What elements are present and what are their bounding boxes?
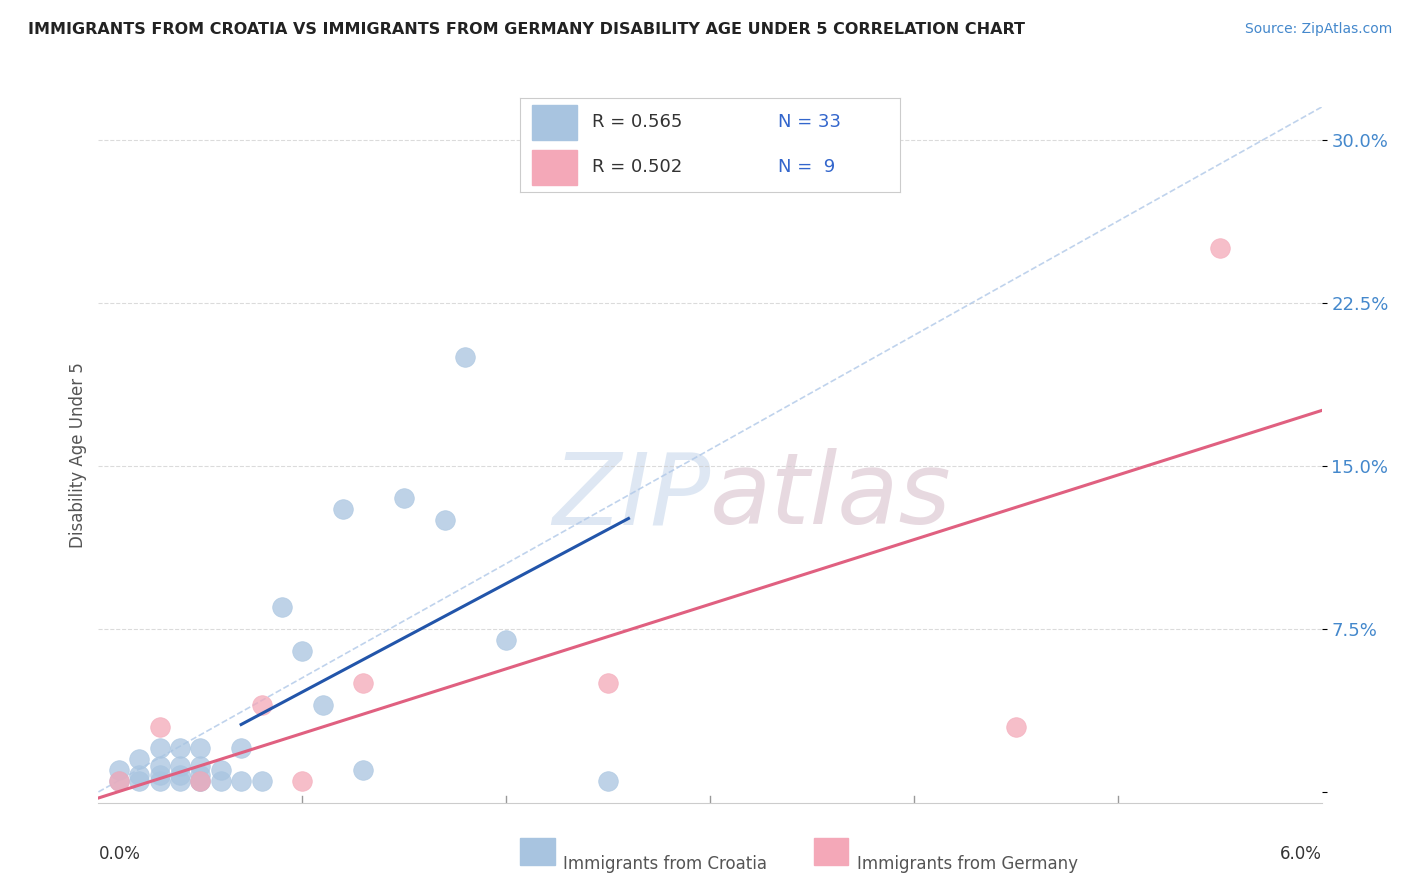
Point — [169, 767, 191, 781]
Point — [188, 759, 212, 773]
Point — [169, 774, 191, 789]
Bar — [531, 150, 578, 186]
Point — [149, 774, 172, 789]
Point — [1208, 241, 1232, 255]
Point — [108, 774, 131, 789]
Point — [598, 676, 620, 690]
Bar — [814, 838, 848, 865]
Point — [149, 720, 172, 734]
Point — [128, 774, 150, 789]
Text: atlas: atlas — [710, 448, 952, 545]
Y-axis label: Disability Age Under 5: Disability Age Under 5 — [69, 362, 87, 548]
Text: N =  9: N = 9 — [779, 159, 835, 177]
Point — [270, 600, 292, 615]
Point — [108, 763, 131, 777]
Point — [149, 741, 172, 756]
Point — [598, 774, 620, 789]
Text: Source: ZipAtlas.com: Source: ZipAtlas.com — [1244, 22, 1392, 37]
Text: R = 0.502: R = 0.502 — [592, 159, 682, 177]
Point — [231, 741, 253, 756]
Point — [392, 491, 416, 506]
Point — [250, 698, 273, 712]
Point — [188, 741, 212, 756]
Point — [188, 767, 212, 781]
Point — [495, 632, 517, 647]
Point — [149, 759, 172, 773]
Point — [454, 350, 477, 364]
Point — [291, 774, 314, 789]
Point — [128, 767, 150, 781]
Point — [108, 774, 131, 789]
Text: 6.0%: 6.0% — [1279, 845, 1322, 863]
Text: Immigrants from Germany: Immigrants from Germany — [856, 855, 1078, 873]
Point — [311, 698, 335, 712]
Point — [209, 774, 232, 789]
Point — [433, 513, 456, 527]
Point — [128, 752, 150, 766]
Point — [352, 763, 374, 777]
Point — [188, 774, 212, 789]
Text: R = 0.565: R = 0.565 — [592, 113, 683, 131]
Point — [149, 767, 172, 781]
Text: 0.0%: 0.0% — [98, 845, 141, 863]
Text: Immigrants from Croatia: Immigrants from Croatia — [564, 855, 768, 873]
Text: IMMIGRANTS FROM CROATIA VS IMMIGRANTS FROM GERMANY DISABILITY AGE UNDER 5 CORREL: IMMIGRANTS FROM CROATIA VS IMMIGRANTS FR… — [28, 22, 1025, 37]
Point — [169, 741, 191, 756]
Point — [250, 774, 273, 789]
Point — [332, 502, 354, 516]
Text: N = 33: N = 33 — [779, 113, 841, 131]
Point — [352, 676, 374, 690]
Bar — [531, 104, 578, 140]
Point — [188, 774, 212, 789]
Bar — [520, 838, 555, 865]
Point — [291, 643, 314, 657]
Text: ZIP: ZIP — [551, 448, 710, 545]
Point — [231, 774, 253, 789]
Point — [209, 763, 232, 777]
Point — [169, 759, 191, 773]
Point — [1004, 720, 1026, 734]
Point — [188, 774, 212, 789]
